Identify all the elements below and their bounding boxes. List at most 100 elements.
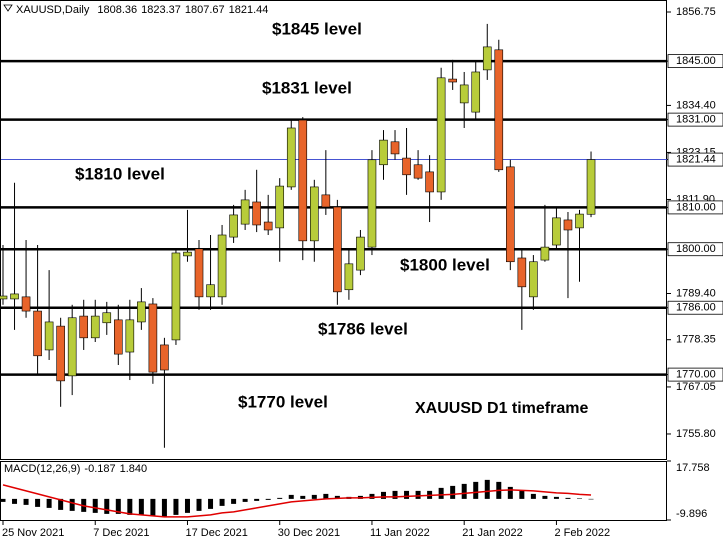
macd-bar: [484, 479, 490, 499]
header-icon: [3, 4, 13, 12]
level-label: $1770 level: [238, 392, 328, 411]
candle-body: [506, 166, 515, 263]
level-label: $1786 level: [318, 319, 408, 338]
header-text: XAUUSD,Daily: [16, 4, 90, 16]
annotation: XAUUSD D1 timeframe: [415, 400, 588, 417]
y-tick-label: 1831.00: [676, 114, 716, 126]
macd-bar: [438, 487, 444, 499]
candle-body: [148, 303, 158, 373]
macd-bar: [127, 498, 133, 515]
macd-bar: [219, 498, 225, 506]
x-tick-label: 17 Dec 2021: [185, 527, 247, 539]
candle-body: [275, 185, 285, 229]
candle-body: [448, 78, 457, 83]
candle-body: [217, 234, 227, 298]
macd-bar: [450, 485, 456, 499]
macd-bar: [553, 496, 559, 499]
candle-body: [21, 296, 31, 312]
macd-bar: [115, 498, 121, 514]
candle-body: [240, 199, 250, 225]
candle-body: [194, 248, 204, 298]
candle-body: [33, 310, 42, 357]
candle-body: [402, 157, 411, 176]
candle-body: [183, 251, 192, 257]
candle-body: [482, 46, 492, 71]
candle-body: [10, 293, 19, 300]
candle-body: [390, 141, 400, 155]
macd-bar: [161, 498, 167, 517]
macd-bar: [0, 498, 6, 502]
candle-body: [67, 317, 77, 377]
macd-bar: [208, 498, 214, 509]
candle-body: [44, 321, 54, 351]
macd-header: -0.187: [84, 463, 115, 475]
y-tick-label: 1810.00: [676, 201, 716, 213]
candle-body: [298, 119, 308, 242]
y-tick-label: 1800.00: [676, 243, 716, 255]
x-tick-label: 11 Jan 2022: [370, 527, 430, 539]
macd-bar: [138, 498, 144, 515]
macd-y-tick-label: -9.896: [676, 508, 707, 520]
macd-bar: [565, 497, 571, 499]
y-label-box: [667, 112, 723, 127]
header-text: 1808.36: [97, 4, 137, 16]
macd-bar: [288, 494, 294, 499]
signal-line: [2, 484, 592, 518]
candle-body: [321, 194, 331, 208]
macd-bar: [300, 495, 306, 499]
macd-bar: [473, 481, 479, 499]
candle-body: [563, 219, 573, 231]
macd-bar: [196, 498, 202, 511]
candle-body: [575, 213, 584, 229]
y-label-box: [667, 242, 723, 257]
macd-bar: [104, 498, 110, 514]
macd-bar: [265, 498, 271, 500]
candle-body: [125, 319, 135, 353]
x-tick-label: 21 Jan 2022: [462, 527, 523, 539]
candle-body: [344, 263, 354, 291]
x-tick-label: 2 Feb 2022: [554, 527, 610, 539]
candle-body: [356, 236, 365, 271]
macd-bar: [254, 498, 260, 501]
macd-bar: [530, 493, 536, 499]
macd-bar: [311, 494, 317, 499]
macd-bar: [92, 498, 98, 513]
y-tick-label: 1778.35: [676, 334, 716, 346]
candle-body: [286, 127, 296, 188]
candle-body: [552, 217, 561, 246]
macd-bar: [46, 498, 52, 508]
y-tick-label: 1755.80: [676, 428, 716, 440]
x-tick-label: 7 Dec 2021: [93, 527, 149, 539]
candle-body: [586, 159, 596, 215]
macd-bar: [12, 498, 18, 504]
macd-bar: [184, 498, 190, 513]
candle-body: [229, 214, 238, 238]
macd-bar: [519, 490, 525, 499]
macd-bar: [577, 498, 582, 499]
y-tick-label: 1789.40: [676, 287, 716, 299]
candle-body: [425, 171, 434, 193]
y-tick-label: 1834.40: [676, 99, 716, 111]
level-label: $1831 level: [262, 78, 352, 97]
candle-body: [367, 159, 377, 248]
macd-bar: [231, 498, 237, 504]
candle-body: [102, 312, 112, 324]
candle-body: [160, 344, 169, 371]
macd-bar: [35, 498, 41, 507]
y-tick-label: 1786.00: [676, 302, 716, 314]
header-text: 1823.37: [141, 4, 181, 16]
candle-body: [540, 246, 550, 261]
y-label-box: [667, 54, 723, 69]
candle-body: [90, 315, 100, 339]
candle-body: [529, 261, 538, 298]
macd-bar: [277, 497, 283, 499]
candle-body: [252, 201, 261, 226]
macd-bar: [58, 498, 64, 510]
candle-body: [494, 49, 504, 171]
candle-body: [333, 206, 342, 293]
y-tick-label: 1770.00: [676, 369, 716, 381]
candle-body: [0, 295, 8, 300]
level-label: $1845 level: [272, 19, 362, 38]
candle-body: [459, 84, 469, 104]
